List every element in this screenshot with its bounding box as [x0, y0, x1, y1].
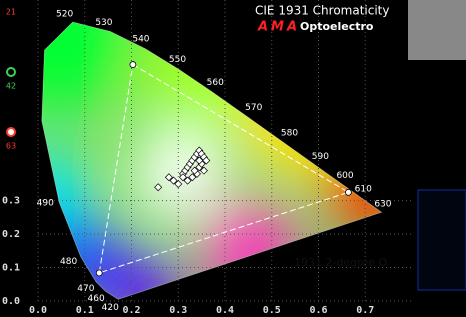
wavelength-label: 420: [102, 303, 119, 313]
x-tick-label: 0.6: [309, 305, 327, 316]
wavelength-label: 470: [77, 284, 94, 294]
wavelength-label: 550: [169, 55, 186, 65]
side-marker: [7, 68, 15, 76]
observer-label: 1931 2-degree O: [294, 256, 388, 269]
wavelength-label: 610: [355, 185, 372, 195]
side-label: 42: [6, 82, 16, 91]
wavelength-label: 490: [37, 199, 54, 209]
brand-subtitle: Optoelectro: [300, 20, 374, 33]
x-tick-label: 0.7: [356, 305, 374, 316]
wavelength-label: 540: [132, 35, 149, 45]
gamut-vertex: [345, 189, 351, 195]
wavelength-label: 480: [60, 257, 77, 267]
wavelength-label: 520: [56, 9, 73, 19]
brand-logo: AMA: [257, 20, 300, 35]
thumbnail: [408, 0, 466, 60]
x-tick-label: 0.5: [263, 305, 281, 316]
side-label: 63: [6, 142, 16, 151]
gamut-vertex: [96, 270, 102, 276]
side-marker: [7, 128, 15, 136]
side-panel: [0, 0, 22, 190]
chart-title: CIE 1931 Chromaticity: [255, 4, 389, 18]
wavelength-label: 560: [207, 78, 224, 88]
y-tick-label: 0.1: [2, 263, 20, 274]
gamut-vertex: [130, 62, 136, 68]
x-tick-label: 0.4: [216, 305, 234, 316]
side-label: 21: [6, 8, 16, 17]
x-tick-label: 0.0: [29, 305, 47, 316]
wavelength-label: 460: [88, 294, 105, 304]
x-tick-label: 0.3: [169, 305, 187, 316]
wavelength-label: 580: [281, 129, 298, 139]
y-tick-label: 0.0: [2, 296, 20, 307]
y-tick-label: 0.3: [2, 196, 20, 207]
y-tick-label: 0.2: [2, 229, 20, 240]
x-tick-label: 0.1: [76, 305, 94, 316]
chart: 420460470 480 490 520 530 540 550 560 570 580 590 6…: [0, 0, 466, 317]
wavelength-label: 630: [374, 200, 391, 210]
wavelength-label: 570: [245, 103, 262, 113]
wavelength-label: 600: [336, 171, 353, 181]
wavelength-label: 530: [95, 18, 112, 28]
x-tick-label: 0.2: [122, 305, 140, 316]
wavelength-label: 590: [312, 152, 329, 162]
side-thumbnail: [418, 190, 466, 290]
